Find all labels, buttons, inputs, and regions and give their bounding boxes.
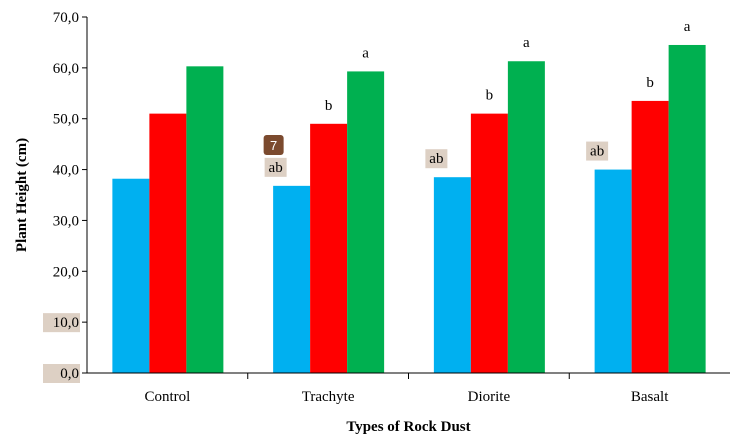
x-tick-label: Control — [144, 389, 190, 405]
significance-label: a — [684, 19, 691, 35]
label-highlight — [264, 157, 287, 177]
badge-background — [263, 135, 284, 155]
bar — [668, 44, 706, 373]
annotation-badge: 7 — [263, 135, 284, 155]
y-tick-label: 20,0 — [53, 264, 79, 280]
x-tick-label: Basalt — [631, 389, 669, 405]
tick-highlight — [43, 313, 80, 333]
y-axis-title: Plant Height (cm) — [14, 138, 30, 252]
significance-label: b — [646, 75, 654, 91]
significance-label: b — [486, 88, 494, 104]
significance-label: ab — [429, 151, 443, 167]
significance-labels: ab b a ab b a ab b a — [264, 19, 691, 177]
y-tick-label: 60,0 — [53, 61, 79, 77]
y-tick-label: 30,0 — [53, 213, 79, 229]
bar — [631, 100, 669, 374]
label-highlight — [586, 141, 609, 161]
y-tick-label: 70,0 — [53, 10, 79, 26]
bar — [149, 113, 187, 373]
tick-highlight — [43, 364, 80, 383]
significance-label: ab — [590, 144, 604, 160]
bar — [470, 113, 508, 373]
bar — [507, 61, 545, 373]
label-highlight — [425, 149, 448, 169]
bar — [310, 123, 348, 373]
bar — [433, 177, 471, 373]
bar — [273, 185, 311, 373]
bar — [186, 66, 224, 374]
x-axis-title: Types of Rock Dust — [346, 419, 470, 435]
bar — [112, 178, 150, 373]
significance-label: ab — [269, 160, 283, 176]
x-tick-label: Diorite — [468, 389, 511, 405]
bar — [347, 71, 385, 373]
significance-label: b — [325, 98, 333, 114]
bar — [594, 169, 632, 373]
y-tick-label: 0,0 — [60, 366, 79, 382]
y-tick-label: 50,0 — [53, 112, 79, 128]
y-tick-label: 40,0 — [53, 163, 79, 179]
significance-label: a — [523, 35, 530, 51]
significance-label: a — [362, 45, 369, 61]
y-tick-label: 10,0 — [53, 315, 79, 331]
badge-label: 7 — [270, 138, 277, 153]
y-axis-ticks: 0,0 10,0 20,0 30,0 40,0 50,0 60,0 70,0 — [43, 10, 87, 383]
x-tick-label: Trachyte — [302, 389, 355, 405]
chart-bars — [112, 44, 706, 374]
x-axis-ticks: Control Trachyte Diorite Basalt — [144, 373, 669, 405]
